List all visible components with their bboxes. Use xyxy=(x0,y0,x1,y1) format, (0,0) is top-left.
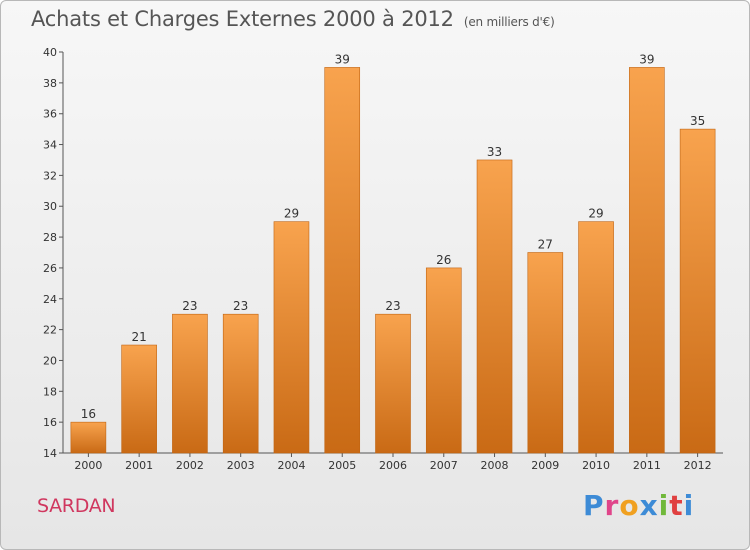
logo-letter: P xyxy=(583,489,605,522)
bar-2004[interactable] xyxy=(273,221,310,454)
logo-letter: i xyxy=(683,489,695,522)
value-label-2010: 29 xyxy=(588,207,603,221)
x-tick-label-2002: 2002 xyxy=(176,459,204,472)
bar-2006[interactable] xyxy=(375,313,411,454)
x-tick-label-2011: 2011 xyxy=(633,459,661,472)
value-label-2012: 35 xyxy=(690,114,705,128)
chart-title: Achats et Charges Externes 2000 à 2012 (e… xyxy=(31,7,555,31)
value-label-2005: 39 xyxy=(335,52,350,66)
chart-title-text: Achats et Charges Externes 2000 à 2012 xyxy=(31,7,454,31)
chart-bars xyxy=(70,67,716,454)
y-tick-label: 24 xyxy=(43,293,57,306)
value-label-2009: 27 xyxy=(538,238,553,252)
x-tick-label-2008: 2008 xyxy=(481,459,509,472)
bar-2001[interactable] xyxy=(121,344,157,454)
logo-letter: o xyxy=(619,489,640,522)
value-label-2004: 29 xyxy=(284,207,299,221)
value-label-2002: 23 xyxy=(182,299,197,313)
x-tick-label-2000: 2000 xyxy=(74,459,102,472)
value-label-2008: 33 xyxy=(487,145,502,159)
value-label-2001: 21 xyxy=(132,330,147,344)
y-tick-label: 14 xyxy=(43,447,57,460)
y-tick-label: 34 xyxy=(43,139,57,152)
x-tick-label-2001: 2001 xyxy=(125,459,153,472)
y-tick-label: 26 xyxy=(43,262,57,275)
chart-axes: 14 16 18 20 22 24 26 28 30 32 34 36 38 40 2000 2001 2002… xyxy=(43,46,723,472)
bar-2009[interactable] xyxy=(527,252,564,454)
x-tick-label-2012: 2012 xyxy=(684,459,712,472)
x-tick-label-2010: 2010 xyxy=(582,459,610,472)
logo-letter: i xyxy=(658,489,670,522)
bar-2000[interactable] xyxy=(70,421,107,454)
chart-value-labels: 16 21 23 23 29 39 23 26 33 27 29 39 35 xyxy=(81,52,706,421)
y-tick-label: 40 xyxy=(43,46,57,59)
value-label-2011: 39 xyxy=(639,52,654,66)
x-tick-label-2006: 2006 xyxy=(379,459,407,472)
proxiti-logo[interactable]: Proxiti xyxy=(583,489,694,522)
y-tick-label: 30 xyxy=(43,200,57,213)
logo-letter: r xyxy=(604,489,620,522)
commune-name: SARDAN xyxy=(37,495,116,517)
bar-2002[interactable] xyxy=(172,313,208,454)
bar-2012[interactable] xyxy=(679,128,716,454)
x-tick-label-2007: 2007 xyxy=(430,459,458,472)
x-tick-label-2009: 2009 xyxy=(531,459,559,472)
value-label-2006: 23 xyxy=(385,299,400,313)
y-tick-label: 32 xyxy=(43,169,57,182)
bar-2007[interactable] xyxy=(425,267,462,454)
bar-2010[interactable] xyxy=(578,221,614,454)
y-tick-label: 20 xyxy=(43,354,57,367)
bar-2003[interactable] xyxy=(222,313,259,454)
x-tick-label-2004: 2004 xyxy=(277,459,305,472)
bar-2008[interactable] xyxy=(476,159,513,454)
logo-letter: t xyxy=(669,489,684,522)
x-tick-label-2005: 2005 xyxy=(328,459,356,472)
y-tick-label: 28 xyxy=(43,231,57,244)
bar-2011[interactable] xyxy=(629,67,665,454)
value-label-2007: 26 xyxy=(436,253,451,267)
y-tick-label: 22 xyxy=(43,324,57,337)
y-tick-label: 36 xyxy=(43,108,57,121)
y-tick-label: 16 xyxy=(43,416,57,429)
logo-letter: x xyxy=(639,489,659,522)
value-label-2000: 16 xyxy=(81,407,96,421)
chart-unit: (en milliers d'€) xyxy=(463,15,555,29)
y-tick-label: 38 xyxy=(43,77,57,90)
value-label-2003: 23 xyxy=(233,299,248,313)
y-tick-label: 18 xyxy=(43,385,57,398)
x-tick-label-2003: 2003 xyxy=(227,459,255,472)
bar-2005[interactable] xyxy=(324,67,361,454)
